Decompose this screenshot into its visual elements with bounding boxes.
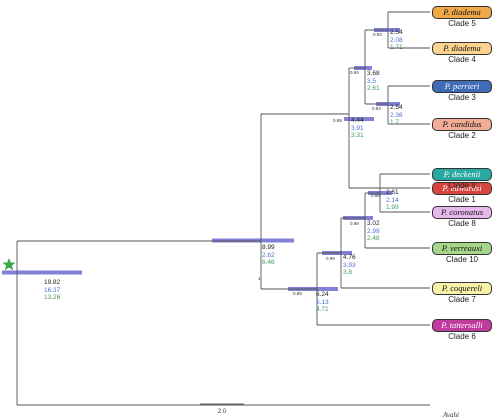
clade-label-3: Clade 3 [448,93,476,102]
node-ci-a: 3.93 [343,261,356,269]
node-info-n7: 6.24 5.13 4.71 [316,291,329,314]
node-ci-a: 5.13 [316,298,329,306]
clade-label-10: Clade 10 [445,255,479,264]
clade-label-2: Clade 2 [448,131,476,140]
node-info-n8: 4.76 3.93 3.8 [343,254,356,277]
node-age: 4.44 [351,117,364,124]
tip-species: P. coquereli [441,283,483,293]
node-info-n4: 3.68 3.5 2.61 [367,70,380,93]
node-info-n3: 4.44 3.91 3.31 [351,117,364,140]
node-age: 8.99 [262,244,275,251]
tip-species: P. candidus [442,119,482,129]
tip-species: P. diadema [443,7,481,17]
node-ci-b: 4.71 [316,306,329,313]
node-ci-b: 2.61 [367,85,380,92]
support-n2: 1 [258,276,261,281]
tip-box-clade-3: P. perrieri [432,80,492,93]
node-info-n9: 3.02 2.99 2.48 [367,220,380,243]
node-ci-b: 3.31 [351,132,364,139]
node-ci-b: 3.8 [343,269,353,276]
node-ci-a: 2.14 [386,196,399,204]
tip-species: P. coronatus [440,207,484,217]
tip-species: P. diadema [443,43,481,53]
tip-box-clade-1: P. edwardsi [432,182,492,195]
support-n6: 0.93 [372,106,381,111]
age-bar-root [2,270,82,275]
clade-label-9: Clade 9 [448,181,476,190]
node-ci-b: 1.71 [390,44,403,51]
node-age: 6.24 [316,291,329,298]
node-age: 3.68 [367,70,380,77]
age-bar-n3 [344,117,374,121]
node-info-root: 19.82 16.37 13.26 [44,279,60,302]
tip-species: P. edwardsi [442,183,482,193]
age-bar-n2 [212,238,294,243]
node-ci-b: 1.99 [386,204,399,211]
clade-label-1: Clade 1 [448,195,476,204]
node-age: 4.76 [343,254,356,261]
node-ci-a: 2.62 [262,251,275,259]
calibration-star-icon [2,258,16,271]
tip-species: P. perrieri [444,81,480,91]
node-age: 19.82 [44,279,61,286]
tip-box-clade-10: P. verreauxi [432,242,492,255]
node-ci-b: 13.26 [44,294,61,301]
node-info-n5: 2.54 2.08 1.71 [390,29,403,52]
tip-box-clade-2: P. candidus [432,118,492,131]
clade-label-8: Clade 8 [448,219,476,228]
tip-box-clade-8: P. coronatus [432,206,492,219]
node-age: 2.54 [390,29,403,36]
node-ci-b: 2.48 [367,235,380,242]
node-ci-a: 3.91 [351,124,364,132]
support-n10: 0.66 [371,193,380,198]
node-info-n2: 8.99 2.62 6.46 [262,244,275,267]
node-ci-a: 3.5 [367,77,377,85]
outgroup-label: Avahi [443,411,459,419]
node-age-bars [2,28,400,291]
node-ci-a: 2.36 [390,111,403,119]
node-ci-b: 1.7 [390,119,400,126]
clade-label-4: Clade 4 [448,55,476,64]
tip-box-clade-7: P. coquereli [432,282,492,295]
tip-species: P. tattersalli [441,320,483,330]
support-n7: 0.89 [293,291,302,296]
node-ci-b: 6.46 [262,259,275,266]
node-age: 2.54 [390,104,403,111]
clade-label-7: Clade 7 [448,295,476,304]
tree-branches [16,11,430,406]
node-info-n10: 2.61 2.14 1.99 [386,189,399,212]
clade-label-5: Clade 5 [448,19,476,28]
node-ci-a: 16.37 [44,286,61,294]
support-n4: 0.84 [350,70,359,75]
node-age: 3.02 [367,220,380,227]
node-ci-a: 2.99 [367,227,380,235]
tip-species: P. deckenii [443,169,481,179]
node-ci-a: 2.08 [390,36,403,44]
clade-label-6: Clade 6 [448,332,476,341]
node-info-n6: 2.54 2.36 1.7 [390,104,403,127]
scale-bar-label: 2.0 [217,409,227,415]
tip-box-clade-4: P. diadema [432,42,492,55]
support-n9: 0.89 [350,221,359,226]
support-n8: 0.99 [326,256,335,261]
support-n3: 0.99 [333,118,342,123]
tip-species: P. verreauxi [441,243,483,253]
tip-box-clade-9: P. deckenii [432,168,492,181]
tip-box-clade-6: P. tattersalli [432,319,492,332]
node-age: 2.61 [386,189,399,196]
tip-box-clade-5: P. diadema [432,6,492,19]
support-n5: 0.93 [373,32,382,37]
